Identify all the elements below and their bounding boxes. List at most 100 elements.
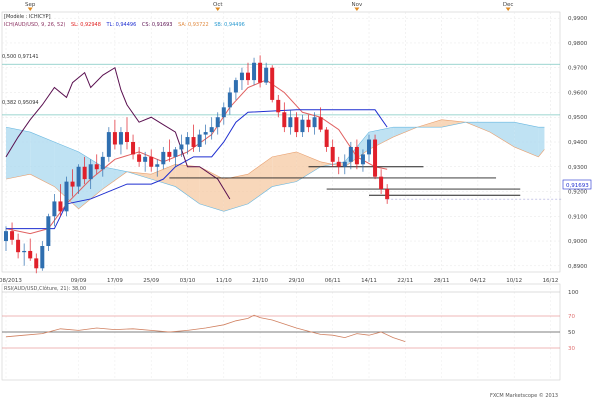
candle-up <box>209 127 214 133</box>
month-label: Dec <box>503 2 514 8</box>
current-price-label: 0,91693 <box>566 183 589 189</box>
cloud-segment <box>514 122 539 157</box>
cloud-segment <box>223 174 248 212</box>
candle-down <box>149 156 154 167</box>
candle-down <box>354 146 359 165</box>
candle-down <box>282 112 287 128</box>
x-tick-label: 03/10 <box>180 278 196 284</box>
rsi-label: RSI(AUD/USD,Clôture, 21): 38,00 <box>4 285 86 292</box>
candle-up <box>227 92 232 108</box>
candle-up <box>185 137 190 145</box>
horizontal-lines <box>169 166 521 196</box>
x-tick-label: 06/11 <box>325 278 341 284</box>
cloud-segment <box>30 132 55 187</box>
month-label: Oct <box>213 2 223 8</box>
x-tick-label: 25/09 <box>143 278 159 284</box>
candle-up <box>252 62 257 81</box>
tl-value: TL: 0,94496 <box>105 22 136 28</box>
candle-up <box>264 67 269 83</box>
candle-down <box>28 250 33 259</box>
y-tick-label: 0,9400 <box>568 140 588 146</box>
chikou-span-line <box>5 66 231 200</box>
x-tick-label: 17/09 <box>107 278 123 284</box>
candle-up <box>288 117 293 128</box>
candle-down <box>112 132 117 145</box>
candle-up <box>360 154 365 165</box>
month-label: Sep <box>25 2 36 8</box>
y-tick-label: 0,9000 <box>568 239 588 245</box>
cloud-segment <box>175 164 200 204</box>
candle-up <box>221 107 226 118</box>
candle-down <box>58 201 63 212</box>
candle-up <box>88 164 93 180</box>
candle-up <box>367 139 371 155</box>
candle-down <box>70 181 75 187</box>
candle-up <box>300 119 305 133</box>
cloud-segment <box>6 127 31 180</box>
indicator-legend: ICH(AUD/USD, 9, 26, 52) SL: 0,92948 TL: … <box>4 22 245 28</box>
y-tick-label: 0,9800 <box>568 41 588 47</box>
senkou-span-a-line <box>5 119 545 210</box>
cloud-segment <box>441 119 466 128</box>
sb-value: SB: 0,94496 <box>214 22 245 28</box>
indicator-label: ICH(AUD/USD, 9, 26, 52) <box>4 22 65 28</box>
month-marker-icon <box>505 7 511 11</box>
current-price-box <box>562 179 592 190</box>
candle-down <box>373 139 378 177</box>
x-tick-label: 29/10 <box>288 278 304 284</box>
candle-up <box>64 181 69 212</box>
candle-down <box>191 137 196 147</box>
candle-up <box>155 164 160 167</box>
tenkan-sen-line <box>5 79 388 235</box>
x-tick-label: 16/12 <box>543 278 559 284</box>
x-tick-label: 22/11 <box>397 278 413 284</box>
candle-up <box>100 156 105 170</box>
candle-down <box>258 62 263 83</box>
candle-down <box>10 231 15 240</box>
x-tick-label: 28/11 <box>434 278 450 284</box>
rsi-tick-label: 70 <box>568 314 575 320</box>
candle-down <box>246 72 250 81</box>
y-tick-label: 0,9700 <box>568 66 588 72</box>
sl-value: SL: 0,92948 <box>71 22 101 28</box>
rsi-tick-label: 50 <box>568 330 575 336</box>
cloud-segment <box>102 166 127 190</box>
candle-down <box>125 132 129 142</box>
candle-down <box>94 164 99 170</box>
candle-up <box>22 250 27 253</box>
candle-down <box>167 151 172 157</box>
y-tick-label: 0,9600 <box>568 90 588 96</box>
candle-up <box>161 151 166 165</box>
cloud-segment <box>248 156 273 204</box>
candle-up <box>106 132 111 157</box>
rsi-line <box>5 314 406 342</box>
cloud-segment <box>151 164 176 187</box>
rsi-tick-label: 100 <box>568 290 579 296</box>
candle-down <box>385 189 390 200</box>
candle-down <box>82 166 87 180</box>
y-tick-label: 0,9200 <box>568 190 588 196</box>
candle-up <box>179 144 184 150</box>
candle-up <box>203 132 208 135</box>
x-tick-label: 14/11 <box>361 278 377 284</box>
candle-down <box>336 161 341 167</box>
candle-up <box>233 80 238 93</box>
candle-down <box>276 99 281 113</box>
cs-value: CS: 0,91693 <box>142 22 173 28</box>
candle-up <box>46 216 51 246</box>
axes: 0,9900 0,9800 0,9700 0,9600 0,9500 0,9400 0,93… <box>0 2 588 284</box>
candle-up <box>40 246 45 269</box>
senkou-span-b-line <box>5 121 545 212</box>
candle-down <box>270 67 275 100</box>
cloud-segment <box>272 151 297 187</box>
candle-down <box>137 154 142 162</box>
candle-up <box>312 117 317 128</box>
x-tick-label: 04/12 <box>470 278 486 284</box>
candle-down <box>131 142 136 155</box>
rsi-panel: 100 70 50 30 <box>2 290 579 352</box>
y-tick-label: 0,9300 <box>568 165 588 171</box>
rsi-tick-label: 30 <box>568 346 575 352</box>
